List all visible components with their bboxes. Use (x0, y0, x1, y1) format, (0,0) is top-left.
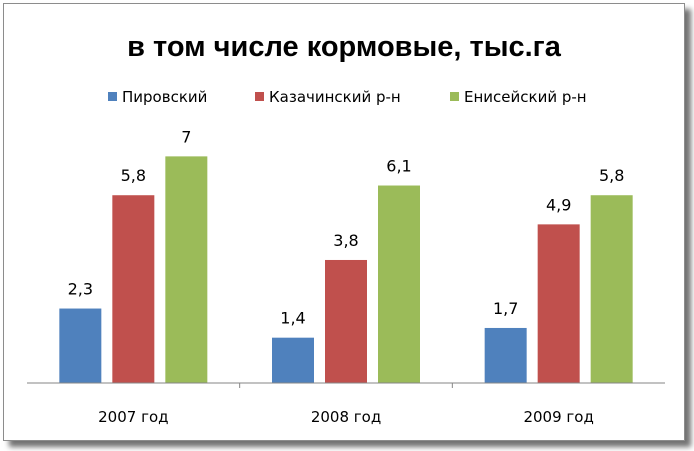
data-label: 5,8 (599, 166, 624, 185)
data-label: 3,8 (333, 231, 358, 250)
bar (484, 327, 527, 383)
data-label: 1,4 (280, 309, 305, 328)
bar (59, 308, 102, 383)
data-label: 6,1 (386, 157, 411, 176)
bar (325, 259, 367, 383)
data-label: 1,7 (493, 299, 518, 318)
chart-title: в том числе кормовые, тыс.га (127, 31, 562, 63)
data-label: 5,8 (121, 166, 146, 185)
x-tick-label: 2007 год (98, 408, 168, 426)
bar-chart: в том числе кормовые, тыс.га Пировский Ка… (27, 31, 665, 426)
legend: Пировский Казачинский р-н Енисейский р-н (108, 88, 587, 106)
data-label: 4,9 (546, 195, 571, 214)
data-label: 2,3 (68, 280, 93, 299)
bar (378, 185, 420, 383)
legend-swatch (450, 92, 459, 101)
legend-label: Казачинский р-н (269, 88, 401, 106)
x-axis-ticks: 2007 год 2008 год 2009 год (98, 383, 594, 426)
chart-area: в том числе кормовые, тыс.га Пировский Ка… (3, 3, 685, 441)
legend-label: Пировский (122, 88, 207, 106)
data-labels: 2,3 5,8 7 1,4 3,8 6,1 1,7 4,9 5,8 (68, 127, 625, 327)
bar (272, 337, 314, 383)
bar (165, 156, 208, 383)
bar-group (59, 156, 633, 383)
bar (590, 195, 633, 383)
x-tick-label: 2008 год (311, 408, 381, 426)
bar (537, 224, 580, 383)
legend-label: Енисейский р-н (464, 88, 587, 106)
legend-swatch (108, 92, 117, 101)
data-label: 7 (181, 127, 191, 146)
x-tick-label: 2009 год (523, 408, 593, 426)
bar (112, 195, 155, 383)
legend-swatch (255, 92, 264, 101)
